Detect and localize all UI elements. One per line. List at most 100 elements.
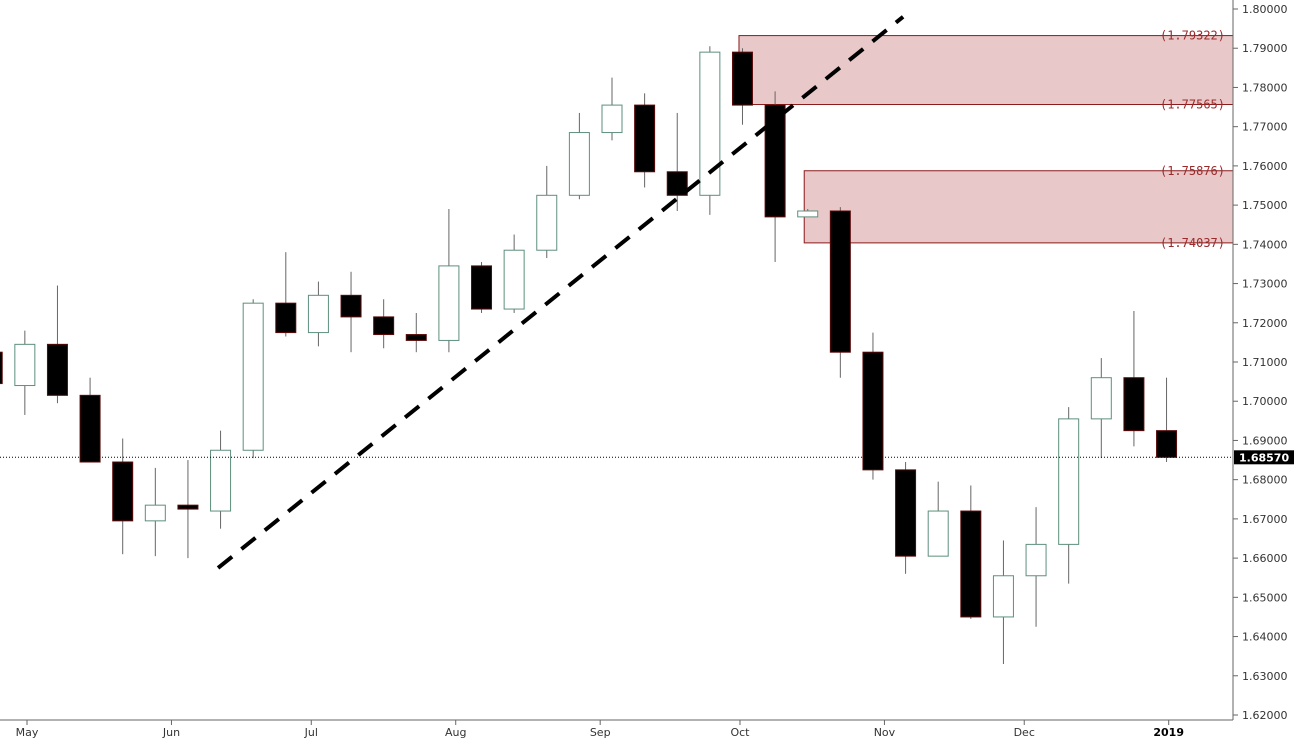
candle[interactable] bbox=[699, 46, 721, 215]
candle[interactable] bbox=[405, 312, 427, 353]
candle-body bbox=[829, 210, 851, 353]
candle-body bbox=[275, 302, 297, 334]
y-tick-label: 1.74000 bbox=[1242, 238, 1288, 251]
candle-body bbox=[503, 249, 525, 310]
candle-body bbox=[992, 575, 1014, 618]
x-tick-label: Jul bbox=[304, 726, 318, 739]
candle-body bbox=[927, 510, 949, 557]
y-tick-label: 1.80000 bbox=[1242, 3, 1288, 16]
x-tick-label: Sep bbox=[590, 726, 611, 739]
candle-body bbox=[471, 265, 493, 310]
candle[interactable] bbox=[471, 261, 493, 313]
candle[interactable] bbox=[144, 467, 166, 557]
candle-body bbox=[1156, 430, 1178, 458]
candle[interactable] bbox=[242, 299, 264, 459]
candle[interactable] bbox=[112, 438, 134, 555]
y-tick-label: 1.65000 bbox=[1242, 591, 1288, 604]
last-price-badge bbox=[1234, 450, 1294, 465]
trendline-layer bbox=[216, 15, 905, 570]
candle-body bbox=[1058, 418, 1080, 545]
y-tick-label: 1.68000 bbox=[1242, 474, 1288, 487]
candle-body bbox=[405, 334, 427, 341]
candle-body bbox=[699, 51, 721, 196]
y-tick-label: 1.78000 bbox=[1242, 81, 1288, 94]
y-tick-label: 1.70000 bbox=[1242, 395, 1288, 408]
x-tick-label: Aug bbox=[445, 726, 466, 739]
x-tick-label: Jun bbox=[162, 726, 180, 739]
candle-body bbox=[666, 171, 688, 196]
candle-body bbox=[79, 394, 101, 463]
candle[interactable] bbox=[797, 209, 819, 218]
candle[interactable] bbox=[307, 281, 329, 347]
candle[interactable] bbox=[829, 207, 851, 378]
candle-body bbox=[242, 302, 264, 451]
candle[interactable] bbox=[634, 93, 656, 188]
y-tick-label: 1.72000 bbox=[1242, 317, 1288, 330]
y-tick-label: 1.63000 bbox=[1242, 670, 1288, 683]
candle-body bbox=[438, 265, 460, 341]
candle[interactable] bbox=[666, 112, 688, 211]
candle[interactable] bbox=[536, 165, 558, 259]
candle-body bbox=[177, 504, 199, 510]
candle[interactable] bbox=[601, 77, 623, 141]
trendline bbox=[216, 15, 905, 570]
candle[interactable] bbox=[275, 252, 297, 337]
last-price-layer: 1.68570 bbox=[0, 450, 1294, 465]
y-tick-label: 1.64000 bbox=[1242, 631, 1288, 644]
y-tick-label: 1.66000 bbox=[1242, 552, 1288, 565]
candle[interactable] bbox=[14, 330, 36, 415]
x-tick-label: Nov bbox=[874, 726, 896, 739]
candle[interactable] bbox=[438, 209, 460, 353]
candle[interactable] bbox=[895, 462, 917, 574]
y-tick-label: 1.62000 bbox=[1242, 709, 1288, 722]
candle[interactable] bbox=[1090, 358, 1112, 459]
candle[interactable] bbox=[210, 430, 232, 529]
candle[interactable] bbox=[960, 485, 982, 619]
candle[interactable] bbox=[568, 112, 590, 200]
candle[interactable] bbox=[340, 271, 362, 353]
zone-top-label: (1.75876) bbox=[1160, 164, 1225, 178]
candle-body bbox=[536, 194, 558, 251]
candle[interactable] bbox=[46, 285, 68, 404]
candle[interactable] bbox=[0, 344, 3, 391]
candle[interactable] bbox=[503, 234, 525, 313]
candle[interactable] bbox=[177, 460, 199, 559]
candle-body bbox=[895, 469, 917, 557]
candle-body bbox=[112, 461, 134, 522]
supply-zone-1 bbox=[738, 35, 1234, 106]
candle[interactable] bbox=[1123, 311, 1145, 447]
candle-body bbox=[731, 51, 753, 106]
candle-body bbox=[0, 351, 3, 385]
y-tick-label: 1.76000 bbox=[1242, 160, 1288, 173]
candle[interactable] bbox=[1156, 377, 1178, 463]
candle-body bbox=[568, 132, 590, 196]
supply-zone-2 bbox=[803, 170, 1234, 244]
y-tick-label: 1.75000 bbox=[1242, 199, 1288, 212]
candle-body bbox=[1123, 377, 1145, 432]
y-tick-label: 1.79000 bbox=[1242, 42, 1288, 55]
candle-body bbox=[1090, 377, 1112, 420]
last-price-label: 1.68570 bbox=[1239, 451, 1289, 464]
y-tick-label: 1.71000 bbox=[1242, 356, 1288, 369]
y-tick-label: 1.69000 bbox=[1242, 434, 1288, 447]
candle[interactable] bbox=[1058, 407, 1080, 584]
x-tick-label: Oct bbox=[730, 726, 750, 739]
candle[interactable] bbox=[1025, 507, 1047, 627]
candle[interactable] bbox=[862, 332, 884, 480]
candle[interactable] bbox=[373, 299, 395, 349]
x-tick-label: May bbox=[16, 726, 39, 739]
candle-body bbox=[634, 104, 656, 173]
candle[interactable] bbox=[79, 377, 101, 463]
y-tick-label: 1.67000 bbox=[1242, 513, 1288, 526]
zone-bottom-label: (1.74037) bbox=[1160, 236, 1225, 250]
candle[interactable] bbox=[764, 91, 786, 262]
candle-body bbox=[46, 343, 68, 396]
candle[interactable] bbox=[927, 481, 949, 557]
zone-top-label: (1.79322) bbox=[1160, 29, 1225, 43]
candle[interactable] bbox=[731, 48, 753, 125]
candle-body bbox=[960, 510, 982, 618]
candle[interactable] bbox=[992, 540, 1014, 665]
